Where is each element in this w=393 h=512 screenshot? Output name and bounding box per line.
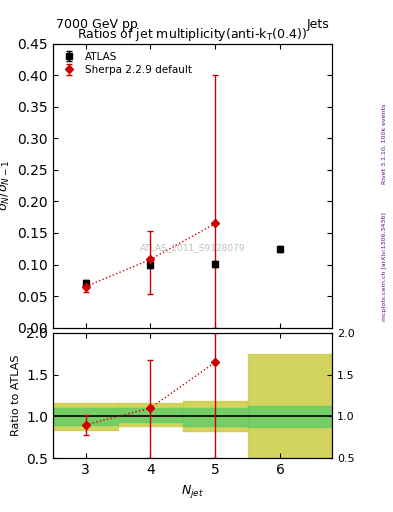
Text: Jets: Jets xyxy=(307,18,329,31)
X-axis label: $N_{jet}$: $N_{jet}$ xyxy=(181,483,204,500)
Text: Rivet 3.1.10, 100k events: Rivet 3.1.10, 100k events xyxy=(382,103,387,183)
Y-axis label: Ratio to ATLAS: Ratio to ATLAS xyxy=(11,355,21,436)
Y-axis label: $\sigma_N/\sigma_{N-1}$: $\sigma_N/\sigma_{N-1}$ xyxy=(0,160,12,211)
Text: ATLAS_2011_S9128079: ATLAS_2011_S9128079 xyxy=(140,244,245,252)
Legend: ATLAS, Sherpa 2.2.9 default: ATLAS, Sherpa 2.2.9 default xyxy=(58,49,195,78)
Text: 7000 GeV pp: 7000 GeV pp xyxy=(56,18,138,31)
Title: Ratios of jet multiplicity(anti-k$_\mathrm{T}$(0.4)): Ratios of jet multiplicity(anti-k$_\math… xyxy=(77,26,308,43)
Text: mcplots.cern.ch [arXiv:1306.3436]: mcplots.cern.ch [arXiv:1306.3436] xyxy=(382,212,387,321)
